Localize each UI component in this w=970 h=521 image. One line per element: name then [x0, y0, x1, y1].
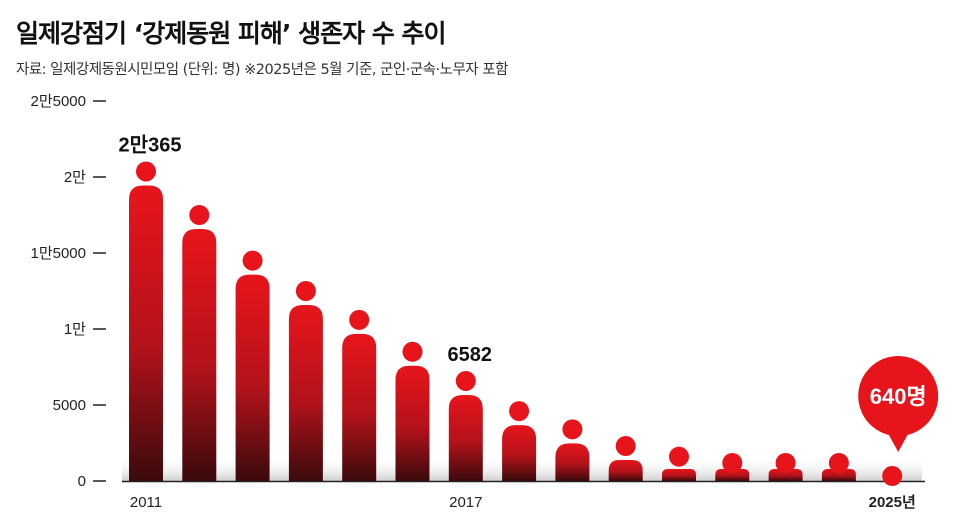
bar-head	[402, 341, 423, 362]
bar-2015	[342, 309, 377, 481]
bar-head	[189, 205, 210, 225]
x-tick-label: 2025년	[869, 494, 916, 511]
callout-pointer	[886, 430, 911, 452]
y-tick-label: 1만5000	[30, 245, 86, 262]
y-tick-label: 1만	[64, 321, 86, 338]
bar-body	[288, 305, 323, 481]
bar-body	[182, 229, 217, 481]
bar-body	[821, 469, 856, 481]
bar-head	[828, 453, 849, 473]
callout-bubble: 640명	[858, 356, 939, 452]
bar-2024	[821, 453, 856, 481]
bar-body	[768, 469, 803, 481]
x-tick-label: 2011	[130, 494, 162, 511]
bar-body	[235, 274, 270, 481]
bar-2020	[608, 436, 643, 481]
bar-2017	[448, 370, 483, 481]
bar-head	[242, 250, 263, 271]
y-tick-label: 2만	[64, 169, 86, 186]
bar-head	[455, 370, 476, 391]
callout-circle	[858, 356, 939, 436]
bar-head	[295, 281, 316, 301]
bar-body	[715, 469, 750, 481]
bar-body	[129, 185, 163, 481]
chart-title: 일제강점기 ‘강제동원 피해’ 생존자 수 추이	[16, 19, 447, 48]
bar-2019	[555, 419, 590, 481]
bar-body	[502, 425, 537, 481]
bar-head	[615, 436, 636, 457]
bar-body	[342, 333, 377, 481]
bar-head	[882, 466, 903, 486]
data-label: 2만365	[119, 133, 182, 156]
bar-body	[608, 460, 643, 481]
bar-body	[662, 469, 696, 481]
bar-2023	[768, 453, 803, 481]
bar-body	[448, 394, 483, 481]
bar-2011	[129, 161, 163, 481]
bar-body	[395, 365, 430, 481]
bar-head	[669, 446, 689, 467]
y-tick-label: 2만5000	[30, 93, 86, 110]
bar-2022	[715, 453, 750, 481]
x-tick-label: 2017	[449, 494, 482, 511]
bar-head	[349, 309, 370, 330]
bar-body	[555, 443, 590, 481]
bar-2016	[395, 341, 430, 481]
bar-2018	[502, 401, 537, 481]
bar-head	[136, 161, 156, 182]
bar-head	[722, 453, 743, 473]
bar-2012	[182, 205, 217, 481]
y-tick-label: 5000	[53, 397, 86, 414]
bar-2013	[235, 250, 270, 481]
y-tick-label: 0	[78, 473, 86, 490]
bar-2025	[882, 466, 903, 486]
bar-head	[562, 419, 583, 440]
data-label: 6582	[448, 344, 493, 366]
bar-head	[775, 453, 796, 473]
bar-head	[509, 401, 530, 422]
bar-2021	[662, 446, 696, 481]
callout-label: 640명	[870, 384, 927, 409]
chart-subtitle: 자료: 일제강제동원시민모임 (단위: 명) ※2025년은 5월 기준, 군인…	[16, 62, 508, 78]
bar-2014	[288, 281, 323, 481]
